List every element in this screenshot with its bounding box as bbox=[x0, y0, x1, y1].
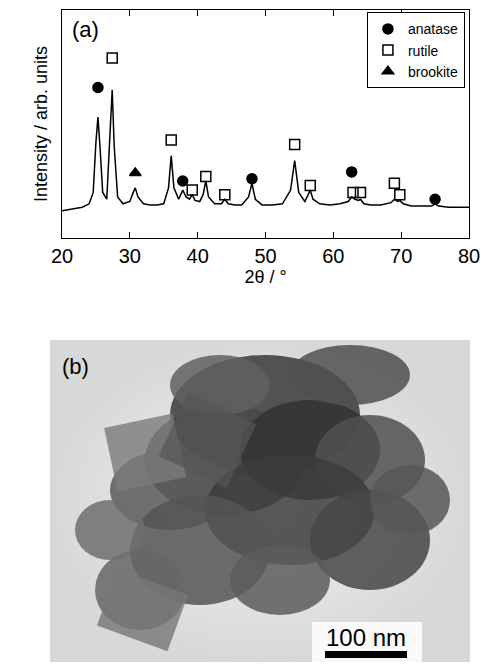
svg-text:(a): (a) bbox=[72, 17, 99, 42]
svg-text:2θ / °: 2θ / ° bbox=[244, 267, 286, 287]
svg-text:40: 40 bbox=[187, 245, 209, 267]
svg-text:50: 50 bbox=[254, 245, 276, 267]
svg-text:70: 70 bbox=[390, 245, 412, 267]
svg-text:Intensity / arb. units: Intensity / arb. units bbox=[31, 46, 51, 202]
svg-text:(b): (b) bbox=[62, 354, 89, 379]
svg-text:brookite: brookite bbox=[408, 64, 458, 80]
svg-text:30: 30 bbox=[119, 245, 141, 267]
svg-text:rutile: rutile bbox=[408, 43, 439, 59]
svg-text:anatase: anatase bbox=[408, 21, 458, 37]
svg-text:20: 20 bbox=[51, 245, 73, 267]
svg-text:80: 80 bbox=[458, 245, 480, 267]
svg-text:100 nm: 100 nm bbox=[326, 624, 406, 651]
svg-text:60: 60 bbox=[322, 245, 344, 267]
